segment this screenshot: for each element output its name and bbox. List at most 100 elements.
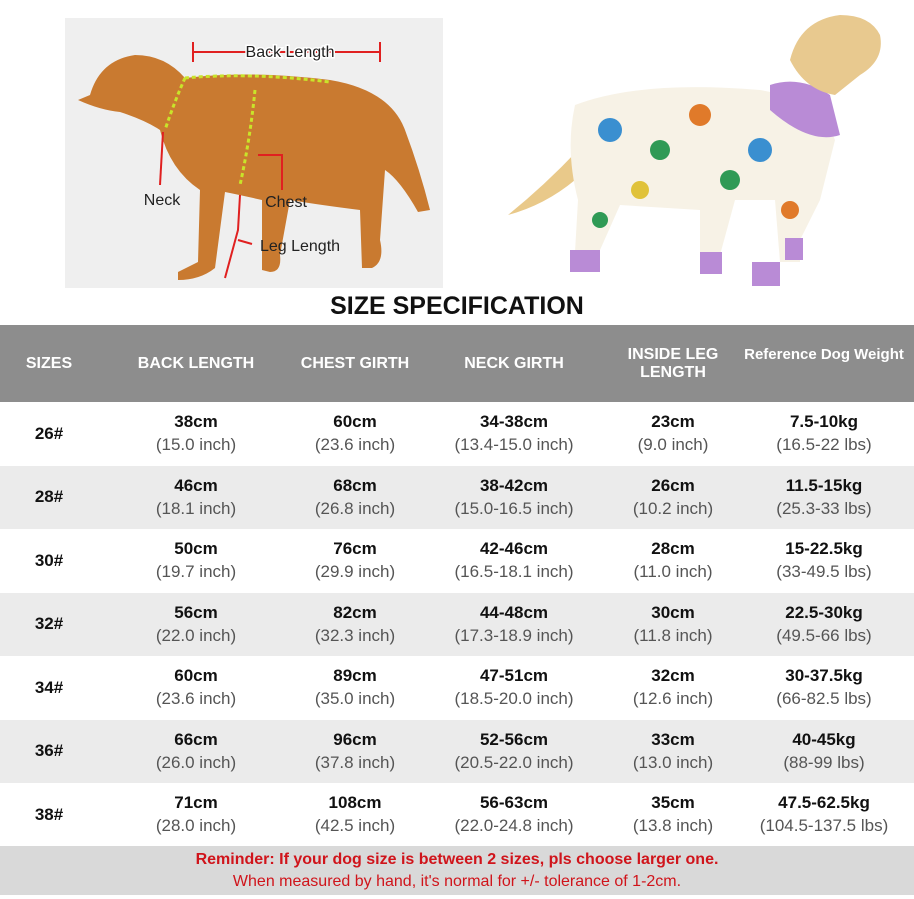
footer: Reminder: If your dog size is between 2 … [0,846,914,895]
metric-value: 38cm [174,412,218,432]
cell: 50cm (19.7 inch) [98,539,294,582]
metric-value: 40-45kg [792,729,856,749]
metric-value: 7.5-10kg [789,412,859,432]
imperial-value: (28.0 inch) [155,816,237,836]
cell: 33cm (13.0 inch) [612,730,734,773]
imperial-value: (10.2 inch) [632,498,714,518]
imperial-value: (49.5-66 lbs) [776,625,872,645]
metric-value: 42-46cm [479,539,549,559]
size-table: SIZES BACK LENGTH CHEST GIRTH NECK GIRTH INS… [0,325,914,847]
metric-value: 56-63cm [479,793,549,813]
note: When measured by hand, it's normal for +… [232,873,682,890]
metric-value: 34-38cm [479,412,549,432]
header-cell: SIZES [25,354,73,372]
dog-photo [508,15,881,286]
cell: 28cm (11.0 inch) [612,539,734,582]
cell: 76cm (29.9 inch) [294,539,416,582]
header-cell: INSIDE LEG LENGTH [627,345,719,381]
metric-value: 23cm [651,412,695,432]
header-row: SIZES BACK LENGTH CHEST GIRTH NECK GIRTH INS… [0,325,914,402]
table-row: 26# 38cm (15.0 inch) 60cm (23.6 inch) 34-38cm… [0,402,914,466]
imperial-value: (22.0-24.8 inch) [454,816,574,836]
cell: 38cm (15.0 inch) [98,412,294,455]
cell: 40-45kg (88-99 lbs) [734,730,914,773]
cell: 56-63cm (22.0-24.8 inch) [416,793,612,836]
metric-value: 22.5-30kg [785,602,863,622]
imperial-value: (15.0 inch) [155,435,237,455]
metric-value: 11.5-15kg [785,475,863,495]
metric-value: 76cm [333,539,377,559]
metric-value: 60cm [174,666,218,686]
metric-value: 56cm [174,602,218,622]
label: Neck [144,192,181,209]
metric-value: 38-42cm [479,475,549,495]
metric-value: 47.5-62.5kg [778,793,870,813]
size-cell: 34# [34,677,64,697]
imperial-value: (20.5-22.0 inch) [454,752,574,772]
metric-value: 44-48cm [479,602,549,622]
cell: 46cm (18.1 inch) [98,476,294,519]
metric-value: 35cm [651,793,695,813]
metric-value: 71cm [174,793,218,813]
size-cell: 28# [34,487,64,507]
imperial-value: (26.0 inch) [155,752,237,772]
cell: 60cm (23.6 inch) [294,412,416,455]
imperial-value: (104.5-137.5 lbs) [759,816,889,836]
metric-value: 26cm [651,475,695,495]
imperial-value: (29.9 inch) [314,562,396,582]
metric-value: 108cm [328,793,382,813]
cell: 47.5-62.5kg (104.5-137.5 lbs) [734,793,914,836]
cell: 11.5-15kg (25.3-33 lbs) [734,476,914,519]
imperial-value: (26.8 inch) [314,498,396,518]
imperial-value: (16.5-18.1 inch) [454,562,574,582]
cell: 108cm (42.5 inch) [294,793,416,836]
cell: 96cm (37.8 inch) [294,730,416,773]
table-row: 36# 66cm (26.0 inch) 96cm (37.8 inch) 52-56cm… [0,719,914,783]
header-cell: NECK GIRTH [464,354,564,372]
imperial-value: (42.5 inch) [314,816,396,836]
imperial-value: (23.6 inch) [155,689,237,709]
cell: 30-37.5kg (66-82.5 lbs) [734,666,914,709]
imperial-value: (66-82.5 lbs) [776,689,872,709]
imperial-value: (23.6 inch) [314,435,396,455]
cell: 68cm (26.8 inch) [294,476,416,519]
size-cell: 36# [34,741,64,761]
metric-value: 66cm [174,729,218,749]
metric-value: 50cm [174,539,218,559]
imperial-value: (11.0 inch) [633,562,713,582]
table-row: 32# 56cm (22.0 inch) 82cm (32.3 inch) 44-48cm… [0,592,914,656]
cell: 35cm (13.8 inch) [612,793,734,836]
cell: 66cm (26.0 inch) [98,730,294,773]
imperial-value: (12.6 inch) [632,689,714,709]
label: Back Length [246,44,335,61]
imperial-value: (35.0 inch) [314,689,396,709]
size-cell: 32# [34,614,64,634]
imperial-value: (18.5-20.0 inch) [454,689,574,709]
size-cell: 26# [34,423,64,443]
cell: 34-38cm (13.4-15.0 inch) [416,412,612,455]
metric-value: 15-22.5kg [785,539,863,559]
dog-diagram [78,42,430,280]
cell: 89cm (35.0 inch) [294,666,416,709]
size-cell: 30# [34,550,64,570]
size-cell: 38# [34,804,64,824]
metric-value: 52-56cm [479,729,549,749]
imperial-value: (25.3-33 lbs) [776,498,872,518]
table-row: 30# 50cm (19.7 inch) 76cm (29.9 inch) 42-46cm… [0,529,914,593]
label: Leg Length [260,238,340,255]
metric-value: 33cm [651,729,695,749]
imperial-value: (13.4-15.0 inch) [454,435,574,455]
illustration: Back Length Neck Chest Leg Length [65,15,881,288]
imperial-value: (37.8 inch) [314,752,396,772]
imperial-value: (17.3-18.9 inch) [454,625,574,645]
cell: 52-56cm (20.5-22.0 inch) [416,730,612,773]
cell: 42-46cm (16.5-18.1 inch) [416,539,612,582]
imperial-value: (32.3 inch) [314,625,396,645]
imperial-value: (33-49.5 lbs) [776,562,872,582]
title: SIZE SPECIFICATION [330,292,584,320]
cell: 47-51cm (18.5-20.0 inch) [416,666,612,709]
cell: 23cm (9.0 inch) [612,412,734,455]
table-row: 38# 71cm (28.0 inch) 108cm (42.5 inch) 56-63c… [0,783,914,847]
cell: 32cm (12.6 inch) [612,666,734,709]
